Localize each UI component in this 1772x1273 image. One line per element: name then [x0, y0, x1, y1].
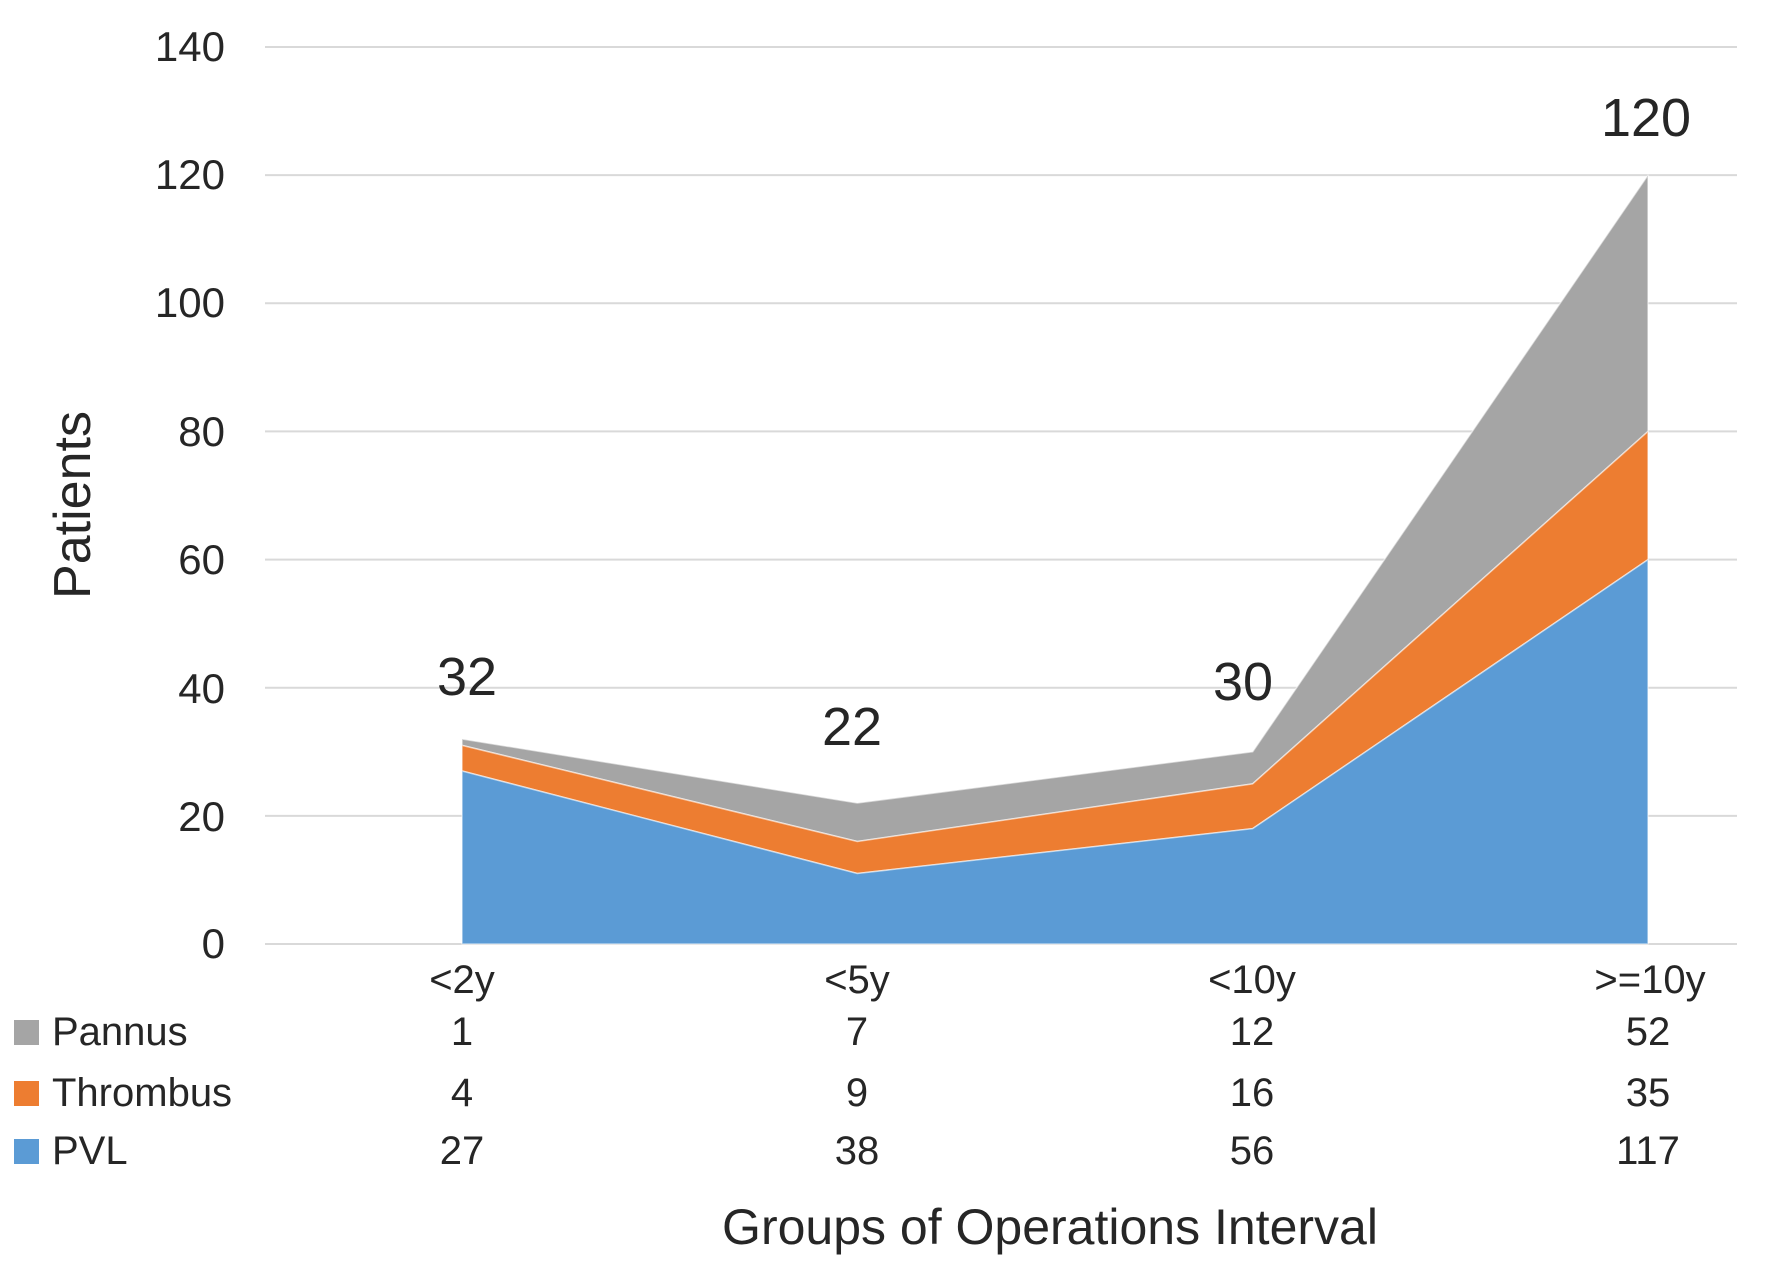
- table-thrombus-lt10y: 16: [1229, 1071, 1275, 1115]
- x-category-lt2y: <2y: [429, 958, 495, 1002]
- data-label-ge10y: 120: [1600, 88, 1692, 148]
- legend-label-pvl: PVL: [52, 1129, 128, 1173]
- thrombus-swatch-icon: [14, 1080, 39, 1106]
- table-pvl-lt10y: 56: [1229, 1129, 1275, 1173]
- legend-label-thrombus: Thrombus: [52, 1071, 233, 1115]
- y-tick-40: 40: [178, 665, 225, 712]
- y-tick-120: 120: [154, 151, 225, 198]
- data-label-lt2y: 32: [436, 647, 498, 707]
- data-label-lt10y: 30: [1212, 652, 1274, 712]
- legend-label-pannus: Pannus: [52, 1010, 188, 1054]
- table-pvl-lt2y: 27: [439, 1129, 485, 1173]
- data-label-lt5y: 22: [821, 697, 883, 757]
- pvl-swatch-icon: [14, 1138, 39, 1164]
- y-tick-100: 100: [154, 279, 225, 326]
- y-tick-80: 80: [178, 408, 225, 455]
- table-pannus-lt2y: 1: [450, 1010, 474, 1054]
- pannus-swatch-icon: [14, 1019, 39, 1045]
- table-thrombus-lt2y: 4: [450, 1071, 474, 1115]
- x-category-lt5y: <5y: [824, 958, 890, 1002]
- legend-row-thrombus: Thrombus: [14, 1073, 232, 1113]
- x-category-lt10y: <10y: [1208, 958, 1296, 1002]
- y-tick-140: 140: [154, 23, 225, 70]
- table-thrombus-ge10y: 35: [1625, 1071, 1671, 1115]
- x-category-ge10y: >=10y: [1594, 958, 1706, 1002]
- table-pvl-ge10y: 117: [1616, 1129, 1680, 1173]
- area-band-pvl: [461, 558, 1649, 945]
- legend-row-pvl: PVL: [14, 1131, 128, 1171]
- table-pvl-lt5y: 38: [834, 1129, 880, 1173]
- x-axis-title: Groups of Operations Interval: [722, 1199, 1378, 1255]
- table-pannus-lt10y: 12: [1229, 1010, 1275, 1054]
- table-pannus-ge10y: 52: [1625, 1010, 1671, 1054]
- y-tick-0: 0: [201, 920, 225, 967]
- table-pannus-lt5y: 7: [845, 1010, 869, 1054]
- legend-row-pannus: Pannus: [14, 1012, 188, 1052]
- y-tick-60: 60: [178, 536, 225, 583]
- y-tick-20: 20: [178, 793, 225, 840]
- table-thrombus-lt5y: 9: [845, 1071, 869, 1115]
